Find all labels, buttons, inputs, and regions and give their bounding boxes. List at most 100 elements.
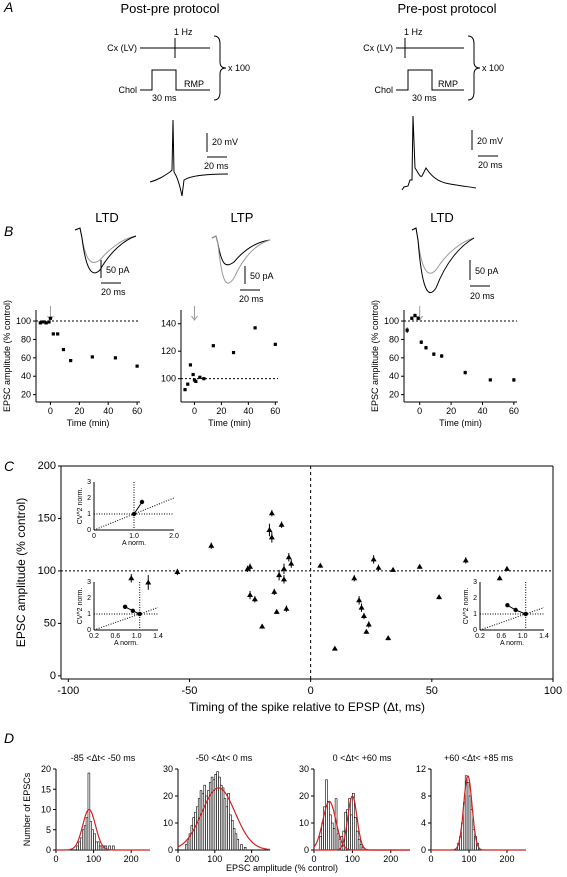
x-tick-label: 0 xyxy=(308,685,314,697)
x-tick-label: 20 xyxy=(74,406,84,416)
data-point xyxy=(278,521,285,527)
scale-ms-label-1: 20 ms xyxy=(204,161,229,171)
data-point xyxy=(432,352,436,356)
inset-x-tick-label: 0.6 xyxy=(496,633,506,640)
data-point xyxy=(266,527,273,533)
data-point xyxy=(436,594,443,600)
inset-y-tick-label: 2 xyxy=(87,495,91,502)
data-point xyxy=(360,613,367,619)
gaussian-fit-curve xyxy=(56,808,150,851)
inset-x-tick-label: 0 xyxy=(92,533,96,540)
data-point xyxy=(462,557,469,563)
histogram-title: -50 <Δt< 0 ms xyxy=(196,753,253,763)
x-tick-label: 0 xyxy=(311,854,316,864)
inset-y-tick-label: 0 xyxy=(473,627,477,634)
y-tick-label: 60 xyxy=(389,353,399,363)
inset-connector xyxy=(133,501,143,515)
inset-point xyxy=(513,607,518,613)
data-point xyxy=(503,565,510,571)
data-point xyxy=(41,320,45,324)
panel-letter-b: B xyxy=(4,223,13,239)
x-axis-label: Timing of the spike relative to EPSP (Δt… xyxy=(189,700,425,714)
data-point xyxy=(331,645,338,651)
scale-pa-label-1: 50 pA xyxy=(106,265,130,275)
inset-point xyxy=(139,499,145,505)
y-tick-label: 60 xyxy=(21,353,31,363)
data-point xyxy=(283,605,290,611)
data-point xyxy=(416,563,423,569)
scale-mv-label-1: 20 mV xyxy=(212,137,238,147)
y-tick-label: 100 xyxy=(38,565,56,577)
inset-y-label: CV^2 norm. xyxy=(77,488,84,525)
x-tick-label: 200 xyxy=(244,854,259,864)
data-point xyxy=(194,379,198,384)
gaussian-fit-curve xyxy=(431,775,526,851)
data-point xyxy=(413,313,417,318)
y-tick-label: 10 xyxy=(163,818,173,828)
chart-b-ltd-right: 0 20 40 60 20 40 60 80 100 Time (min) EPSC amplitu… xyxy=(370,300,519,428)
inset-ref-diagonal xyxy=(479,607,545,631)
data-point xyxy=(44,321,48,325)
data-point xyxy=(186,382,190,386)
y-tick-label: 40 xyxy=(21,371,31,381)
data-point xyxy=(56,332,60,336)
inset-y-tick-label: 1 xyxy=(87,611,91,618)
inset-x-tick-label: 0.2 xyxy=(475,633,485,640)
y-tick-label: 0 xyxy=(50,670,56,682)
y-tick-label: 30 xyxy=(163,764,173,774)
inset-x-label: A norm. xyxy=(114,640,138,647)
y-tick-label: 20 xyxy=(299,791,309,801)
histogram-bar xyxy=(236,838,240,851)
x-tick-label: 60 xyxy=(270,406,280,416)
data-point xyxy=(69,359,73,363)
epsc-traces-ltp xyxy=(211,235,271,284)
y-tick-label: 80 xyxy=(21,334,31,344)
histogram-d3: 0 100 200 0 10 20 30 0 <Δt< +60 ms xyxy=(299,753,410,864)
y-tick-label: 150 xyxy=(38,512,56,524)
x-tick-label: 0 xyxy=(417,406,422,416)
y-tick-label: 10 xyxy=(299,818,309,828)
x-axis-label: Time (min) xyxy=(208,418,251,428)
inset-y-tick-label: 2 xyxy=(87,595,91,602)
y-tick-label: 4 xyxy=(421,818,426,828)
data-point xyxy=(390,566,397,572)
inset-x-tick-label: 1.0 xyxy=(518,633,528,640)
x-tick-label: 40 xyxy=(243,406,253,416)
data-point xyxy=(419,340,423,344)
d-x-axis-label: EPSC amplitude (% control) xyxy=(226,863,338,873)
data-point xyxy=(231,350,236,355)
inset-point xyxy=(131,511,137,517)
y-tick-label: 200 xyxy=(38,460,56,472)
y-tick-label: 10 xyxy=(41,805,51,815)
x-axis-label: Time (min) xyxy=(439,418,482,428)
title-post-pre: Post-pre protocol xyxy=(121,1,220,16)
inset-x-tick-label: 1.4 xyxy=(153,633,163,640)
data-point xyxy=(247,592,254,598)
scale-pa-label-3: 50 pA xyxy=(475,266,499,276)
y-tick-label: 20 xyxy=(389,390,399,400)
scale-ms-label-b3: 20 ms xyxy=(470,291,495,301)
inset-x-tick-label: 0.2 xyxy=(89,633,99,640)
inset-y-tick-label: 0 xyxy=(87,627,91,634)
x-tick-label: 200 xyxy=(383,854,398,864)
y-tick-label: 40 xyxy=(389,371,399,381)
scale-bar-pa-3 xyxy=(469,260,490,287)
scale-mv-label-2: 20 mV xyxy=(477,136,503,146)
y-tick-label: 5 xyxy=(46,825,51,835)
data-point xyxy=(47,320,51,324)
y-tick-label: 0 xyxy=(421,845,426,855)
inset-x-label: A norm. xyxy=(500,640,524,647)
inset-ref-diagonal xyxy=(93,607,159,631)
scale-ms-label-2: 20 ms xyxy=(478,160,503,170)
x-tick-label: 0 xyxy=(48,406,53,416)
y-axis-label: EPSC amplitude (% control) xyxy=(370,300,380,412)
data-point xyxy=(268,534,275,540)
y-tick-label: 50 xyxy=(44,617,56,629)
scale-bar-pa-1 xyxy=(100,260,121,284)
inset-y-tick-label: 0 xyxy=(87,527,91,534)
data-point xyxy=(48,316,53,320)
histogram-bar xyxy=(243,846,247,851)
rmp-label-1: RMP xyxy=(184,79,204,89)
histogram-d2: 0 100 200 0 10 20 30 -50 <Δt< 0 ms xyxy=(163,753,271,864)
title-b-ltp: LTP xyxy=(231,210,254,225)
